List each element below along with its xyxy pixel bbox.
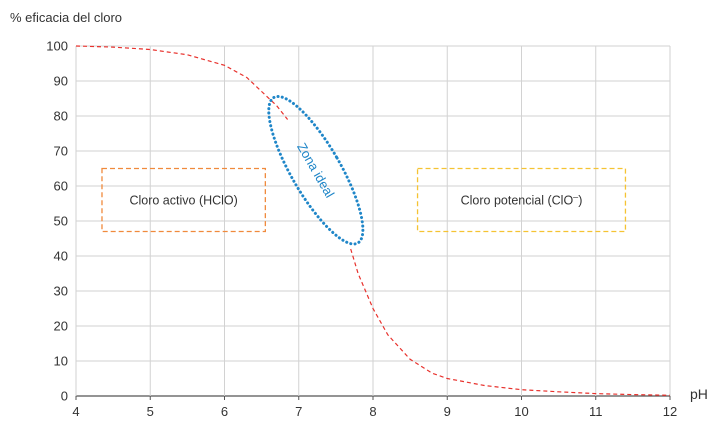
x-tick-label: 8 [369,404,376,419]
x-axis-title: pH [690,386,708,402]
active-chlorine-label: Cloro activo (HClO) [129,194,237,208]
x-tick-labels: 4 5 6 7 8 9 10 11 12 [72,404,677,419]
grid [75,45,671,400]
active-chlorine-annotation: Cloro activo (HClO) [101,167,266,233]
y-tick-label: 80 [54,109,68,124]
y-tick-label: 50 [54,214,68,229]
y-tick-labels: 0 10 20 30 40 50 60 70 80 90 100 [46,39,68,404]
active-chlorine-box [101,167,266,233]
y-tick-label: 40 [54,249,68,264]
ideal-zone-annotation: Zona ideal [267,94,365,246]
potential-label-close: ) [578,194,582,208]
x-tick-label: 10 [514,404,528,419]
y-tick-label: 0 [61,389,68,404]
potential-chlorine-label: Cloro potencial (ClO–) [461,192,583,208]
y-tick-label: 20 [54,319,68,334]
x-tick-label: 12 [663,404,677,419]
y-tick-label: 60 [54,179,68,194]
x-tick-label: 5 [147,404,154,419]
y-tick-label: 30 [54,284,68,299]
y-tick-label: 100 [46,39,68,54]
ideal-zone-ellipse [267,94,365,246]
x-tick-label: 11 [589,404,603,419]
x-tick-label: 4 [72,404,79,419]
potential-label-main: Cloro potencial (ClO [461,194,574,208]
potential-chlorine-annotation: Cloro potencial (ClO–) [416,167,627,233]
x-tick-label: 9 [444,404,451,419]
y-tick-label: 10 [54,354,68,369]
efficacy-curve [75,45,671,396]
potential-label-sup: – [573,192,578,202]
y-tick-label: 70 [54,144,68,159]
x-tick-label: 6 [221,404,228,419]
x-tick-label: 7 [295,404,302,419]
y-tick-label: 90 [54,74,68,89]
y-axis-title: % eficacia del cloro [10,10,122,25]
